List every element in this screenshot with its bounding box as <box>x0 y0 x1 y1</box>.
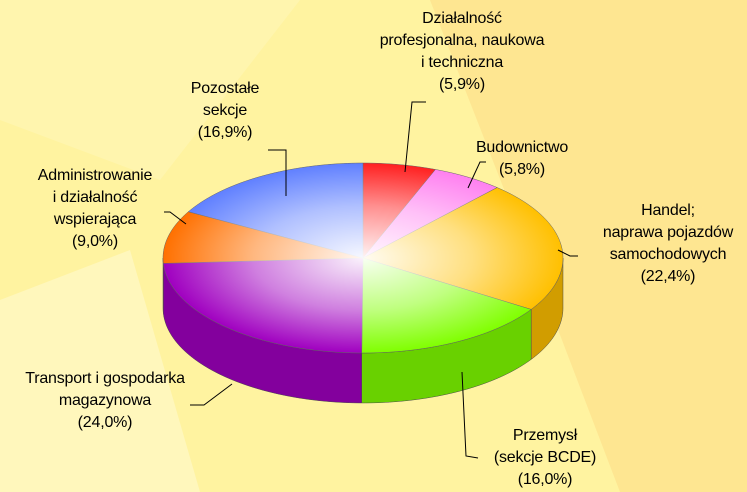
leader-line <box>405 102 426 172</box>
category-label: Handel; naprawa pojazdów samochodowych <box>603 200 733 266</box>
category-label: Budownictwo <box>476 137 568 159</box>
category-label: Działalność profesjonalna, naukowa i tec… <box>380 8 545 74</box>
slice-label: Transport i gospodarka magazynowa(24,0%) <box>25 368 185 434</box>
slice-label: Pozostałe sekcje(16,9%) <box>191 78 259 144</box>
value-label: (5,9%) <box>380 74 545 96</box>
category-label: Przemysł (sekcje BCDE) <box>494 425 596 469</box>
value-label: (22,4%) <box>603 266 733 288</box>
value-label: (16,0%) <box>494 469 596 491</box>
slice-label: Przemysł (sekcje BCDE)(16,0%) <box>494 425 596 491</box>
value-label: (5,8%) <box>476 159 568 181</box>
slice-label: Administrowanie i działalność wspierając… <box>38 165 152 253</box>
leader-line <box>190 384 232 405</box>
value-label: (16,9%) <box>191 122 259 144</box>
value-label: (9,0%) <box>38 231 152 253</box>
highlight <box>163 163 563 353</box>
chart: Działalność profesjonalna, naukowa i tec… <box>0 0 747 492</box>
category-label: Transport i gospodarka magazynowa <box>25 368 185 412</box>
slice-label: Działalność profesjonalna, naukowa i tec… <box>380 8 545 96</box>
category-label: Administrowanie i działalność wspierając… <box>38 165 152 231</box>
category-label: Pozostałe sekcje <box>191 78 259 122</box>
slice-label: Handel; naprawa pojazdów samochodowych(2… <box>603 200 733 288</box>
value-label: (24,0%) <box>25 412 185 434</box>
slice-label: Budownictwo(5,8%) <box>476 137 568 181</box>
